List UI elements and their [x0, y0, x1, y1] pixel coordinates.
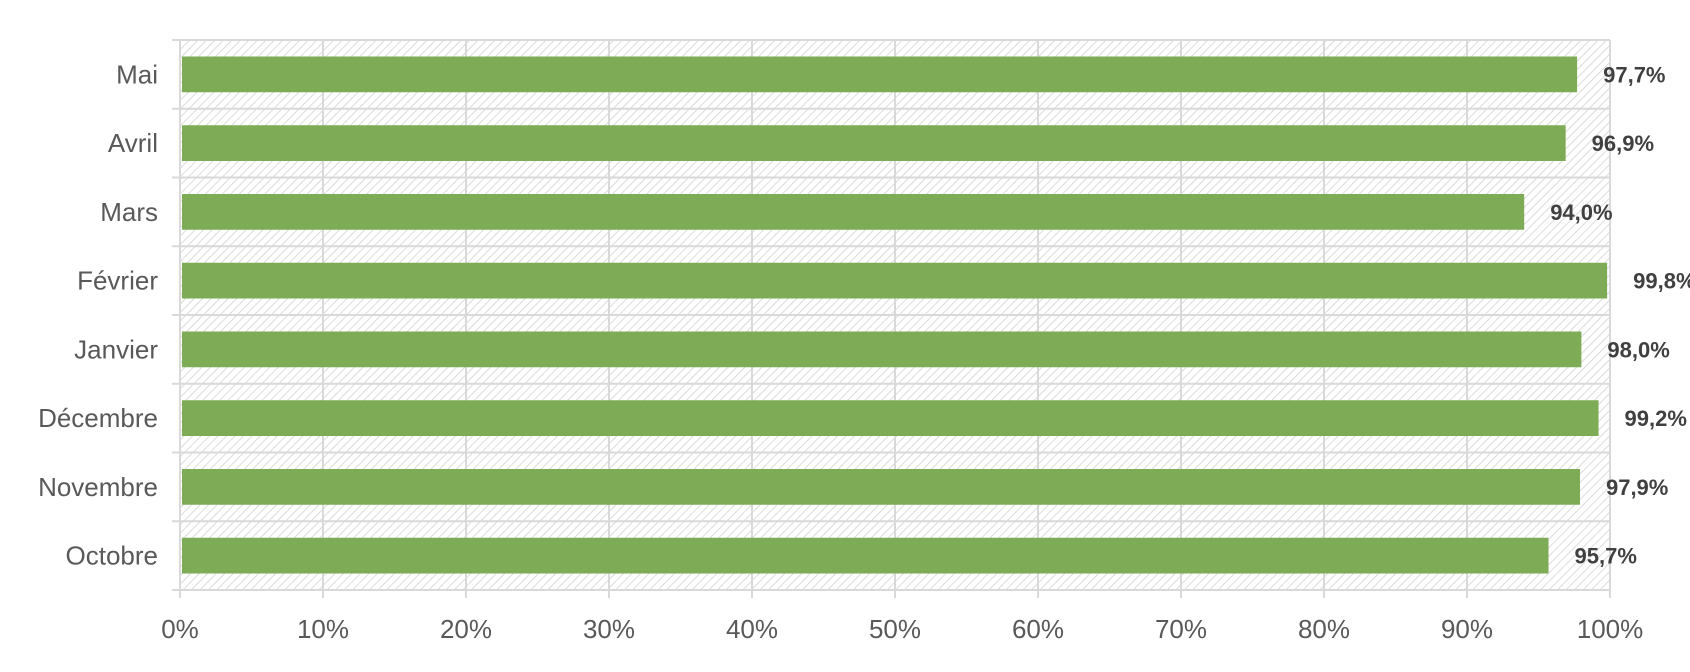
data-label: 98,0%	[1607, 337, 1669, 362]
bar	[182, 56, 1578, 93]
category-label: Mai	[116, 59, 158, 89]
bar	[182, 537, 1549, 574]
category-label: Avril	[108, 128, 158, 158]
x-tick-label: 10%	[297, 614, 349, 644]
x-tick-label: 70%	[1155, 614, 1207, 644]
category-label: Février	[77, 266, 158, 296]
bar	[182, 262, 1608, 299]
x-tick-label: 60%	[1012, 614, 1064, 644]
bar	[182, 400, 1599, 436]
data-label: 96,9%	[1592, 131, 1654, 156]
x-tick-label: 20%	[440, 614, 492, 644]
category-label: Décembre	[38, 403, 158, 433]
x-tick-label: 0%	[161, 614, 199, 644]
category-label: Janvier	[74, 334, 158, 364]
data-label: 99,8%	[1633, 269, 1690, 294]
bars	[182, 56, 1608, 574]
bar	[182, 469, 1580, 505]
category-axis-labels: Mai Avril Mars Février Janvier Décembre Novemb…	[38, 59, 158, 570]
x-tick-label: 100%	[1577, 614, 1644, 644]
data-label: 99,2%	[1625, 406, 1687, 431]
x-tick-label: 30%	[583, 614, 635, 644]
category-label: Novembre	[38, 472, 158, 502]
x-tick-label: 40%	[726, 614, 778, 644]
data-label: 97,9%	[1606, 475, 1668, 500]
category-label: Octobre	[66, 541, 159, 571]
data-label: 95,7%	[1575, 544, 1637, 569]
bar	[182, 194, 1525, 230]
category-label: Mars	[100, 197, 158, 227]
x-tick-label: 80%	[1298, 614, 1350, 644]
x-tick-label: 90%	[1441, 614, 1493, 644]
data-labels: 97,7% 96,9% 94,0% 99,8% 98,0% 99,2% 97,9% 95,7%	[1550, 62, 1690, 568]
value-axis-ticks: 0% 10% 20% 30% 40% 50% 60% 70% 80% 90% 100%	[161, 614, 1643, 644]
bar	[182, 331, 1582, 368]
data-label: 97,7%	[1603, 62, 1665, 87]
bar	[182, 125, 1566, 161]
x-tick-label: 50%	[869, 614, 921, 644]
data-label: 94,0%	[1550, 200, 1612, 225]
